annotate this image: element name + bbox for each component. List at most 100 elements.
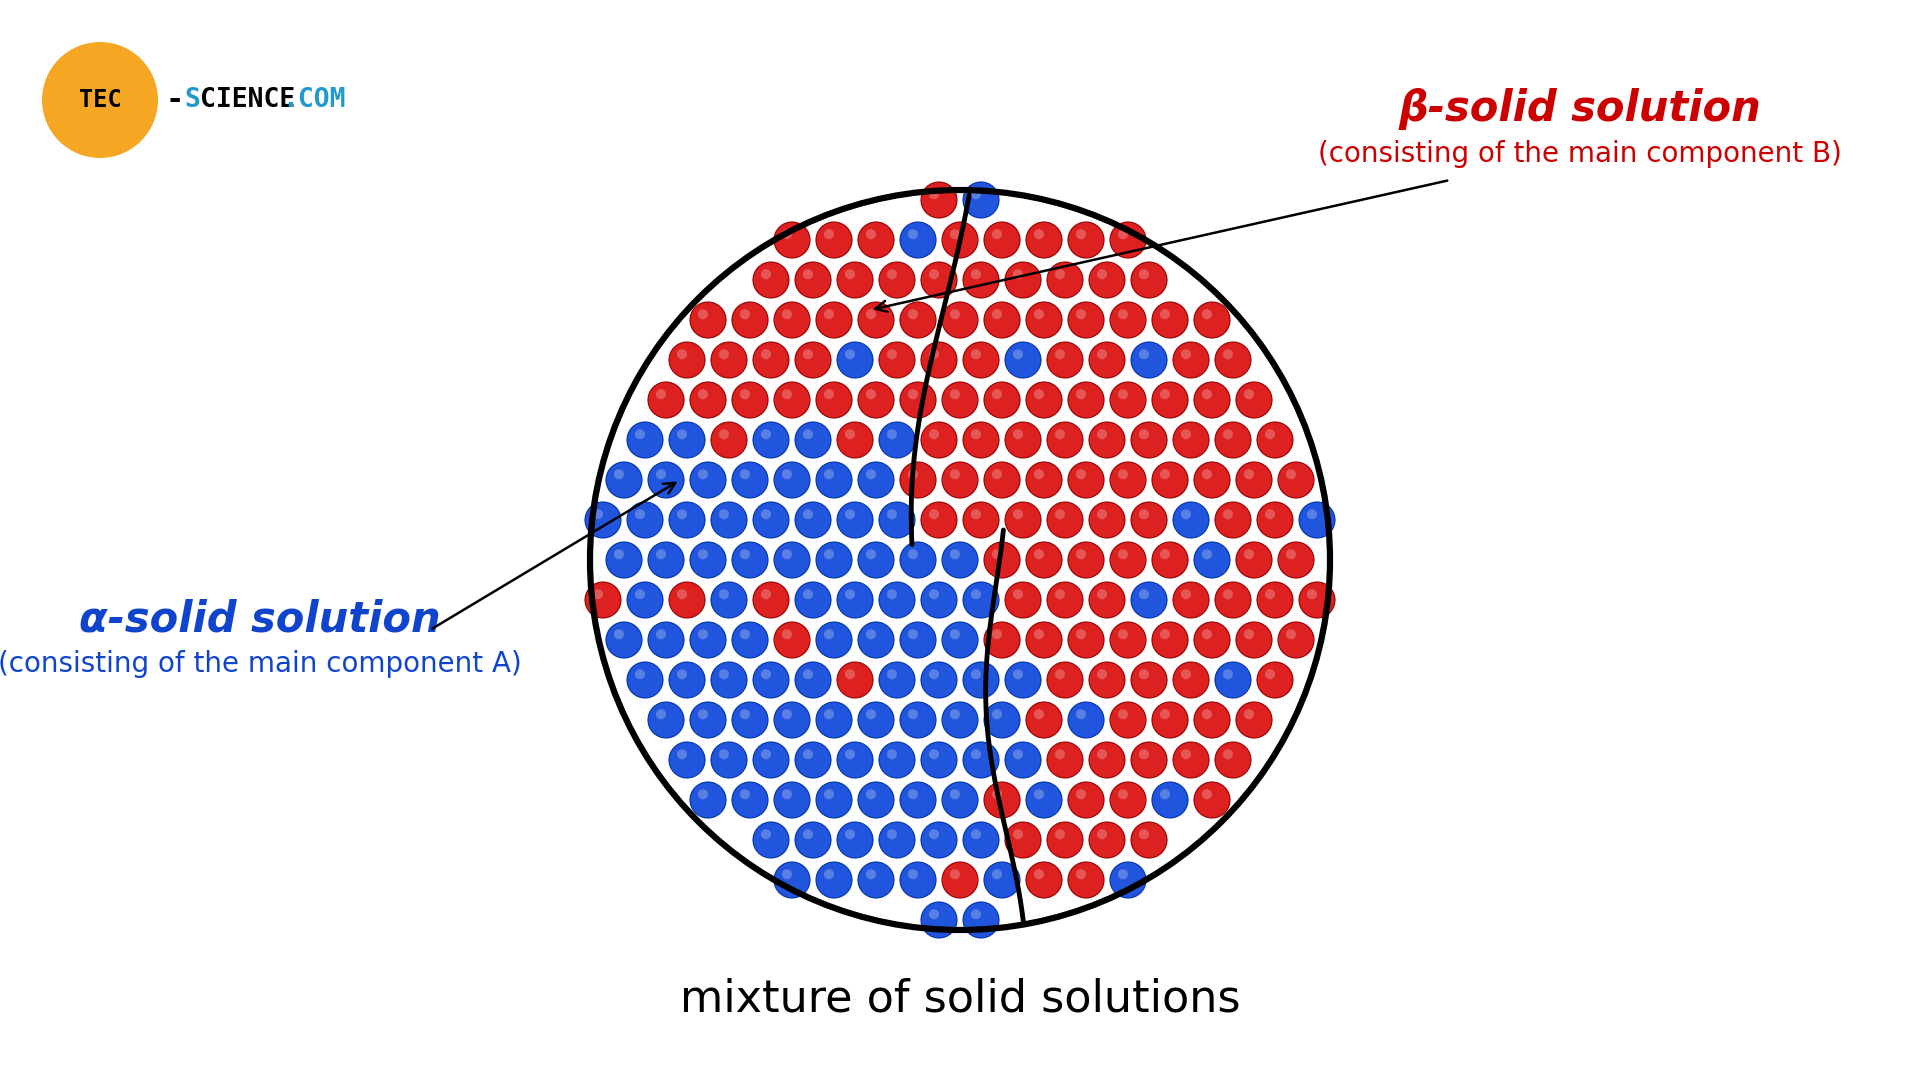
Circle shape — [1286, 469, 1296, 480]
Circle shape — [689, 702, 726, 738]
Circle shape — [1279, 542, 1313, 578]
Circle shape — [753, 262, 789, 298]
Circle shape — [774, 782, 810, 818]
Circle shape — [816, 382, 852, 418]
Circle shape — [1223, 429, 1233, 440]
Circle shape — [1054, 590, 1066, 599]
Circle shape — [753, 582, 789, 618]
Circle shape — [1215, 502, 1252, 538]
Circle shape — [816, 302, 852, 338]
Circle shape — [908, 229, 918, 240]
Circle shape — [586, 582, 620, 618]
Circle shape — [1223, 509, 1233, 519]
Circle shape — [1117, 550, 1129, 559]
Circle shape — [900, 622, 937, 658]
Circle shape — [636, 509, 645, 519]
Circle shape — [689, 382, 726, 418]
Circle shape — [1089, 262, 1125, 298]
Circle shape — [929, 269, 939, 280]
Circle shape — [1244, 469, 1254, 480]
Circle shape — [824, 229, 833, 240]
Circle shape — [732, 542, 768, 578]
Circle shape — [972, 670, 981, 679]
Circle shape — [922, 502, 956, 538]
Circle shape — [858, 862, 895, 897]
Circle shape — [774, 622, 810, 658]
Circle shape — [699, 389, 708, 400]
Circle shape — [760, 429, 772, 440]
Circle shape — [983, 782, 1020, 818]
Circle shape — [1194, 542, 1231, 578]
Circle shape — [1265, 670, 1275, 679]
Circle shape — [739, 630, 751, 639]
Circle shape — [1068, 382, 1104, 418]
Circle shape — [732, 702, 768, 738]
Circle shape — [1194, 622, 1231, 658]
Circle shape — [1181, 429, 1190, 440]
Circle shape — [1089, 502, 1125, 538]
Circle shape — [1096, 670, 1108, 679]
Circle shape — [1139, 269, 1148, 280]
Circle shape — [950, 789, 960, 799]
Circle shape — [1236, 382, 1271, 418]
Circle shape — [943, 542, 977, 578]
Circle shape — [1096, 269, 1108, 280]
Circle shape — [657, 389, 666, 400]
Circle shape — [908, 389, 918, 400]
Circle shape — [922, 582, 956, 618]
Circle shape — [1215, 422, 1252, 458]
Circle shape — [993, 869, 1002, 879]
Circle shape — [781, 550, 791, 559]
Circle shape — [845, 590, 854, 599]
Circle shape — [1194, 702, 1231, 738]
Circle shape — [943, 302, 977, 338]
Circle shape — [1173, 502, 1210, 538]
Circle shape — [866, 630, 876, 639]
Circle shape — [781, 710, 791, 719]
Circle shape — [1202, 630, 1212, 639]
Circle shape — [1117, 710, 1129, 719]
Circle shape — [922, 902, 956, 939]
Circle shape — [1131, 262, 1167, 298]
Circle shape — [922, 262, 956, 298]
Circle shape — [718, 349, 730, 360]
Circle shape — [922, 183, 956, 218]
Circle shape — [689, 622, 726, 658]
Circle shape — [1054, 670, 1066, 679]
Circle shape — [972, 750, 981, 759]
Circle shape — [858, 542, 895, 578]
Circle shape — [1139, 670, 1148, 679]
Circle shape — [739, 550, 751, 559]
Circle shape — [908, 710, 918, 719]
Circle shape — [42, 42, 157, 158]
Circle shape — [636, 590, 645, 599]
Circle shape — [1131, 502, 1167, 538]
Circle shape — [887, 429, 897, 440]
Circle shape — [950, 309, 960, 320]
Circle shape — [816, 462, 852, 498]
Circle shape — [1194, 382, 1231, 418]
Circle shape — [866, 550, 876, 559]
Circle shape — [732, 382, 768, 418]
Circle shape — [760, 670, 772, 679]
Circle shape — [1265, 590, 1275, 599]
Circle shape — [1202, 389, 1212, 400]
Circle shape — [1131, 342, 1167, 378]
Circle shape — [628, 662, 662, 698]
Circle shape — [1004, 262, 1041, 298]
Circle shape — [1152, 382, 1188, 418]
Circle shape — [1300, 582, 1334, 618]
Circle shape — [1117, 869, 1129, 879]
Circle shape — [1025, 702, 1062, 738]
Circle shape — [1096, 349, 1108, 360]
Circle shape — [993, 229, 1002, 240]
Circle shape — [1068, 862, 1104, 897]
Circle shape — [739, 469, 751, 480]
Circle shape — [1014, 509, 1023, 519]
Text: CIENCE: CIENCE — [200, 87, 296, 113]
Circle shape — [1160, 710, 1169, 719]
Circle shape — [824, 309, 833, 320]
Circle shape — [845, 269, 854, 280]
Circle shape — [732, 782, 768, 818]
Circle shape — [803, 590, 812, 599]
